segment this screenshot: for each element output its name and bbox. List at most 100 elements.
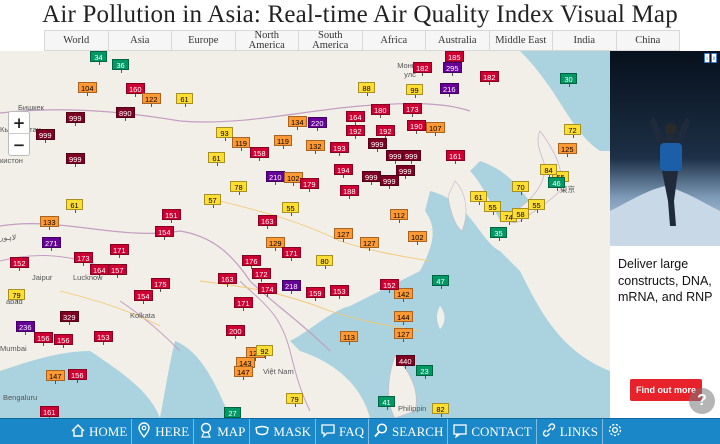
aqi-station-marker[interactable]: 153 (330, 285, 349, 299)
nav-home-button[interactable]: HOME (66, 419, 131, 444)
aqi-station-marker[interactable]: 192 (376, 125, 395, 139)
aqi-station-marker[interactable]: 182 (480, 71, 499, 85)
aqi-station-marker[interactable]: 164 (90, 264, 109, 278)
aqi-station-marker[interactable]: 58 (512, 208, 529, 222)
aqi-station-marker[interactable]: 122 (142, 93, 161, 107)
aqi-station-marker[interactable]: 173 (403, 103, 422, 117)
aqi-station-marker[interactable]: 152 (380, 279, 399, 293)
aqi-station-marker[interactable]: 93 (216, 127, 233, 141)
aqi-station-marker[interactable]: 132 (306, 140, 325, 154)
ad-find-out-more-button[interactable]: Find out more (630, 379, 702, 401)
aqi-station-marker[interactable]: 99 (406, 84, 423, 98)
aqi-station-marker[interactable]: 78 (230, 181, 247, 195)
aqi-station-marker[interactable]: 147 (46, 370, 65, 384)
aqi-station-marker[interactable]: 79 (8, 289, 25, 303)
aqi-station-marker[interactable]: 125 (558, 143, 577, 157)
aqi-station-marker[interactable]: 271 (42, 237, 61, 251)
aqi-station-marker[interactable]: 55 (282, 202, 299, 216)
aqi-station-marker[interactable]: 999 (368, 138, 387, 152)
aqi-station-marker[interactable]: 163 (258, 215, 277, 229)
aqi-station-marker[interactable]: 999 (66, 112, 85, 126)
aqi-station-marker[interactable]: 23 (416, 365, 433, 379)
aqi-station-marker[interactable]: 61 (470, 191, 487, 205)
aqi-station-marker[interactable]: 107 (426, 122, 445, 136)
nav-contact-button[interactable]: CONTACT (447, 418, 535, 444)
aqi-station-marker[interactable]: 30 (560, 73, 577, 87)
zoom-in-button[interactable]: + (9, 112, 29, 134)
aqi-station-marker[interactable]: 999 (36, 129, 55, 143)
aqi-station-marker[interactable]: 151 (162, 209, 181, 223)
aqi-station-marker[interactable]: 220 (308, 117, 327, 131)
region-tab-world[interactable]: World (44, 31, 108, 50)
aqi-station-marker[interactable]: 41 (378, 396, 395, 410)
aqi-station-marker[interactable]: 156 (54, 334, 73, 348)
nav-map-button[interactable]: MAP (193, 418, 249, 444)
aqi-station-marker[interactable]: 210 (266, 171, 285, 185)
aqi-station-marker[interactable]: 200 (226, 325, 245, 339)
aqi-station-marker[interactable]: 104 (78, 82, 97, 96)
map-view[interactable]: + − Монгол улсБишкекКыргызстанкистонJaip… (0, 51, 610, 418)
aqi-station-marker[interactable]: 160 (126, 83, 145, 97)
region-tab-australia[interactable]: Australia (425, 31, 489, 50)
aqi-station-marker[interactable]: 176 (242, 255, 261, 269)
aqi-station-marker[interactable]: 119 (274, 135, 292, 149)
region-tab-europe[interactable]: Europe (171, 31, 235, 50)
nav-here-button[interactable]: HERE (131, 418, 193, 444)
aqi-station-marker[interactable]: 171 (234, 297, 253, 311)
aqi-station-marker[interactable]: 182 (413, 62, 432, 76)
aqi-station-marker[interactable]: 119 (232, 137, 250, 151)
aqi-station-marker[interactable]: 127 (334, 228, 353, 242)
aqi-station-marker[interactable]: 142 (394, 288, 413, 302)
aqi-station-marker[interactable]: 174 (258, 283, 277, 297)
aqi-station-marker[interactable]: 80 (316, 255, 333, 269)
aqi-station-marker[interactable]: 55 (484, 201, 501, 215)
aqi-station-marker[interactable]: 236 (16, 321, 35, 335)
region-tab-china[interactable]: China (615, 31, 680, 50)
aqi-station-marker[interactable]: 171 (110, 244, 129, 258)
aqi-station-marker[interactable]: 161 (446, 150, 465, 164)
region-tab-north-america[interactable]: North America (234, 30, 299, 50)
aqi-station-marker[interactable]: 153 (94, 331, 113, 345)
aqi-station-marker[interactable]: 158 (250, 147, 269, 161)
aqi-station-marker[interactable]: 157 (108, 264, 127, 278)
region-tab-india[interactable]: India (552, 31, 616, 50)
aqi-station-marker[interactable]: 999 (362, 171, 381, 185)
aqi-station-marker[interactable]: 35 (490, 227, 507, 241)
nav-faq-button[interactable]: FAQ (315, 418, 368, 444)
aqi-station-marker[interactable]: 46 (548, 177, 565, 191)
aqi-station-marker[interactable]: 193 (330, 142, 349, 156)
aqi-station-marker[interactable]: 92 (256, 345, 273, 359)
aqi-station-marker[interactable]: 999 (380, 175, 399, 189)
region-tab-africa[interactable]: Africa (361, 31, 426, 50)
aqi-station-marker[interactable]: 55 (528, 199, 545, 213)
aqi-station-marker[interactable]: 175 (151, 278, 170, 292)
aqi-station-marker[interactable]: 156 (68, 369, 87, 383)
aqi-station-marker[interactable]: 88 (358, 82, 375, 96)
aqi-station-marker[interactable]: 61 (208, 152, 225, 166)
aqi-station-marker[interactable]: 156 (34, 332, 53, 346)
aqi-station-marker[interactable]: 112 (390, 209, 408, 223)
aqi-station-marker[interactable]: 27 (224, 407, 241, 418)
aqi-station-marker[interactable]: 163 (218, 273, 237, 287)
aqi-station-marker[interactable]: 79 (286, 393, 303, 407)
aqi-station-marker[interactable]: 173 (74, 252, 93, 266)
aqi-station-marker[interactable]: 154 (134, 290, 153, 304)
aqi-station-marker[interactable]: 161 (40, 406, 59, 418)
aqi-station-marker[interactable]: 890 (116, 107, 135, 121)
aqi-station-marker[interactable]: 57 (204, 194, 221, 208)
nav-mask-button[interactable]: MASK (249, 418, 315, 444)
ad-info-badge[interactable]: i x (704, 53, 718, 65)
aqi-station-marker[interactable]: 82 (432, 403, 449, 417)
zoom-out-button[interactable]: − (12, 136, 26, 154)
aqi-station-marker[interactable]: 147 (234, 366, 253, 380)
aqi-station-marker[interactable]: 295 (443, 62, 462, 76)
aqi-station-marker[interactable]: 164 (346, 111, 365, 125)
aqi-station-marker[interactable]: 102 (284, 172, 303, 186)
aqi-station-marker[interactable]: 329 (60, 311, 79, 325)
help-button[interactable]: ? (689, 388, 715, 414)
aqi-station-marker[interactable]: 180 (371, 104, 390, 118)
aqi-station-marker[interactable]: 152 (10, 257, 29, 271)
aqi-station-marker[interactable]: 133 (40, 216, 59, 230)
aqi-station-marker[interactable]: 134 (288, 116, 307, 130)
aqi-station-marker[interactable]: 999 (396, 165, 415, 179)
